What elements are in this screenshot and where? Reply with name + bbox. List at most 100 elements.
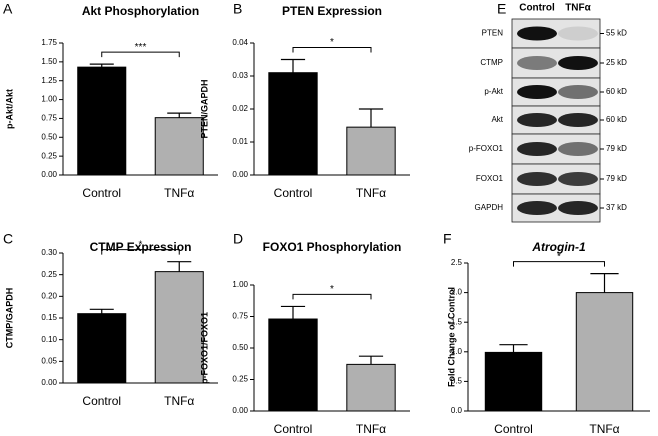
y-axis-label: p-Akt/Akt [4, 89, 14, 129]
x-tick-label: Control [274, 422, 313, 436]
x-tick-label: TNFα [164, 186, 194, 200]
blot-row-label: CTMP [480, 58, 503, 67]
y-tick-label: 1.00 [41, 95, 57, 104]
y-tick-label: 0.50 [232, 343, 248, 352]
blot-size-label: 79 kD [606, 174, 627, 183]
blot-row-label: Akt [491, 115, 503, 124]
blot-row-label: PTEN [482, 29, 504, 38]
y-tick-label: 0.75 [232, 312, 248, 321]
y-axis-label: CTMP/GAPDH [4, 288, 14, 349]
y-tick-label: 0.25 [232, 375, 248, 384]
y-tick-label: 0.02 [232, 104, 248, 113]
y-axis-label: PTEN/GAPDH [199, 79, 209, 138]
chart-title: PTEN Expression [282, 4, 382, 18]
y-tick-label: 1.0 [451, 347, 463, 356]
blot-column-label: TNFα [565, 3, 591, 14]
blot-size-label: 60 kD [606, 115, 627, 124]
blot-band [558, 113, 598, 127]
y-tick-label: 0.20 [41, 291, 57, 300]
bar [77, 66, 127, 176]
significance-bracket [101, 51, 180, 58]
x-tick-label: Control [494, 422, 533, 436]
significance-label: * [330, 37, 334, 48]
x-tick-label: Control [82, 394, 121, 408]
significance-bracket [292, 293, 372, 300]
blot-column-label: Control [519, 3, 555, 14]
blot-band [517, 113, 557, 127]
y-axis-label: Fold Change of Control [446, 287, 456, 387]
y-tick-label: 0.0 [451, 406, 463, 415]
y-tick-label: 2.5 [451, 258, 463, 267]
blot-band [517, 201, 557, 215]
chart-title: Atrogin-1 [531, 240, 586, 254]
chart-title: CTMP Expression [90, 240, 192, 254]
blot-band [517, 172, 557, 186]
blot-band [558, 85, 598, 99]
significance-label: * [557, 251, 561, 262]
panel-letter: C [3, 231, 13, 247]
blot-band [558, 26, 598, 41]
y-tick-label: 0.10 [41, 335, 57, 344]
bar [346, 126, 396, 176]
blot-band [558, 201, 598, 215]
panel-letter: D [233, 231, 243, 247]
x-tick-label: TNFα [164, 394, 194, 408]
y-tick-label: 0.50 [41, 132, 57, 141]
y-tick-label: 1.75 [41, 38, 57, 47]
blot-band [558, 56, 598, 70]
blot-row-label: FOXO1 [476, 174, 504, 183]
blot-band [517, 85, 557, 99]
blot-band [517, 26, 557, 41]
blot-size-label: 55 kD [606, 29, 627, 38]
chart-title: FOXO1 Phosphorylation [263, 240, 402, 254]
y-tick-label: 1.5 [451, 317, 463, 326]
y-tick-label: 0.00 [232, 406, 248, 415]
blot-row-label: p-FOXO1 [469, 144, 504, 153]
bar [268, 318, 318, 412]
bar [268, 72, 318, 176]
blot-size-label: 79 kD [606, 144, 627, 153]
blot-row-label: GAPDH [475, 203, 504, 212]
y-tick-label: 0.25 [41, 151, 57, 160]
significance-label: * [139, 239, 143, 250]
panel-letter: E [497, 1, 506, 17]
y-tick-label: 0.00 [41, 170, 57, 179]
panel-letter: A [3, 1, 13, 17]
y-axis-label: p-FOXO1/FOXO1 [199, 312, 209, 384]
y-tick-label: 0.03 [232, 71, 248, 80]
blot-size-label: 60 kD [606, 87, 627, 96]
y-tick-label: 0.00 [232, 170, 248, 179]
y-tick-label: 0.75 [41, 114, 57, 123]
y-tick-label: 0.15 [41, 313, 57, 322]
y-tick-label: 0.05 [41, 356, 57, 365]
x-tick-label: Control [82, 186, 121, 200]
significance-bracket [513, 261, 605, 267]
panel-letter: F [443, 231, 452, 247]
bar [77, 313, 127, 384]
y-tick-label: 0.01 [232, 137, 248, 146]
y-tick-label: 0.04 [232, 38, 248, 47]
significance-bracket [101, 249, 180, 255]
bar [575, 292, 634, 412]
blot-band [558, 172, 598, 186]
x-tick-label: TNFα [356, 422, 386, 436]
bar [346, 363, 396, 412]
x-tick-label: TNFα [589, 422, 619, 436]
significance-bracket [292, 47, 372, 53]
y-tick-label: 0.00 [41, 378, 57, 387]
bar [154, 117, 204, 176]
y-tick-label: 0.25 [41, 270, 57, 279]
panel-letter: B [233, 1, 242, 17]
x-tick-label: TNFα [356, 186, 386, 200]
x-tick-label: Control [274, 186, 313, 200]
significance-label: *** [135, 42, 147, 53]
y-tick-label: 1.25 [41, 76, 57, 85]
y-tick-label: 0.5 [451, 377, 463, 386]
chart-title: Akt Phosphorylation [82, 4, 199, 18]
y-tick-label: 1.50 [41, 57, 57, 66]
significance-label: * [330, 284, 334, 295]
bar [154, 271, 204, 384]
blot-band [517, 142, 557, 156]
blot-band [558, 142, 598, 156]
